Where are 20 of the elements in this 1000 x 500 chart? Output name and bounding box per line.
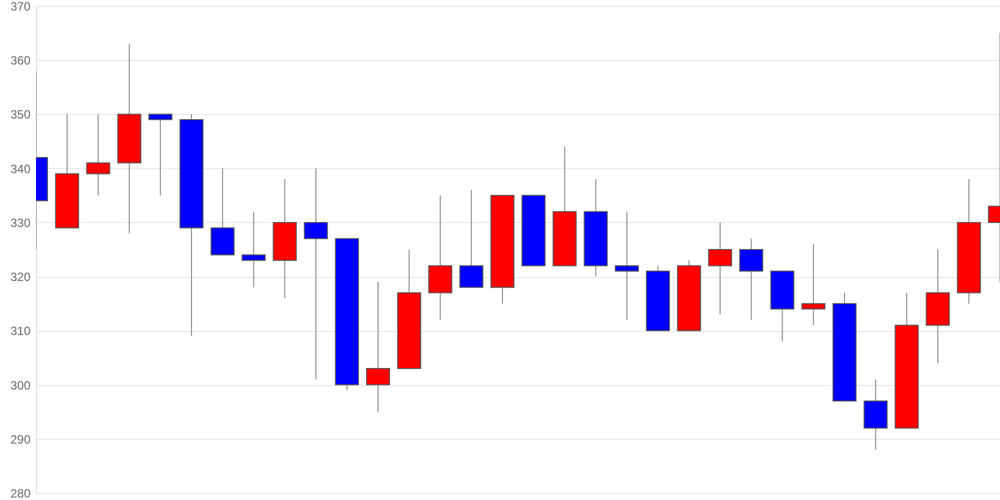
candlestick: [614, 211, 639, 320]
y-tick-label: 280: [10, 486, 31, 500]
y-tick-label: 350: [10, 108, 31, 122]
candlestick: [708, 222, 732, 315]
y-tick-label: 310: [10, 324, 31, 338]
candlestick: [801, 244, 826, 326]
y-tick-label: 290: [10, 432, 31, 446]
y-tick-label: 340: [10, 162, 31, 176]
y-tick-label: 360: [10, 54, 31, 68]
y-tick-label: 300: [10, 378, 31, 392]
candlestick: [148, 114, 172, 196]
y-tick-label: 320: [10, 270, 31, 284]
candlestick: [242, 211, 266, 288]
y-tick-label: 370: [10, 0, 31, 14]
candlestick: [366, 281, 390, 412]
candlestick: [739, 238, 764, 320]
candlestick: [304, 168, 328, 380]
candlestick: [86, 114, 110, 196]
y-tick-label: 330: [10, 216, 31, 230]
candlestick: [459, 189, 484, 288]
